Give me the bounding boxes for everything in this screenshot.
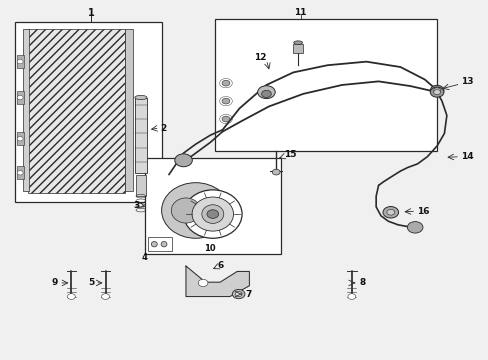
Circle shape [222,80,229,86]
Circle shape [222,98,229,104]
Circle shape [17,136,23,141]
Ellipse shape [161,242,166,247]
Circle shape [433,90,440,95]
Text: 2: 2 [160,123,166,132]
Text: 15: 15 [284,150,296,159]
Circle shape [17,95,23,100]
Text: 14: 14 [461,152,473,161]
Circle shape [261,90,271,98]
Circle shape [429,85,443,95]
Text: 9: 9 [52,278,58,287]
Circle shape [206,210,218,219]
Bar [15,22,161,202]
Ellipse shape [151,242,157,247]
Ellipse shape [161,183,229,238]
Bar [23,30,29,191]
Circle shape [17,171,23,175]
Bar [17,91,23,104]
Circle shape [67,294,75,300]
Circle shape [272,169,280,175]
Bar [136,175,146,196]
Circle shape [232,289,244,299]
Bar [293,44,303,53]
Bar [215,19,436,151]
Ellipse shape [202,205,224,224]
Text: 4: 4 [141,253,147,262]
Circle shape [433,88,440,93]
Text: 1: 1 [87,8,94,18]
Text: 16: 16 [416,207,429,216]
Circle shape [257,86,275,99]
Ellipse shape [135,95,147,100]
Text: 8: 8 [358,278,365,287]
Circle shape [222,116,229,122]
Text: 10: 10 [204,244,216,253]
Bar [17,55,23,68]
Circle shape [429,87,443,97]
Ellipse shape [171,198,200,223]
Circle shape [174,154,192,167]
Circle shape [382,207,398,218]
Circle shape [102,294,109,300]
Circle shape [347,294,355,300]
Ellipse shape [183,190,242,238]
Bar [17,166,23,179]
Circle shape [386,210,394,215]
Bar [148,237,172,251]
Bar [27,30,125,193]
Ellipse shape [293,41,302,44]
Circle shape [235,292,242,297]
Text: 7: 7 [245,289,251,298]
Circle shape [17,59,23,64]
Bar [125,30,133,191]
Bar [144,158,281,253]
Text: 11: 11 [294,8,306,17]
Text: 5: 5 [88,278,94,287]
Ellipse shape [198,279,207,287]
Ellipse shape [192,197,233,231]
Text: 13: 13 [461,77,473,86]
Text: 6: 6 [217,261,224,270]
Polygon shape [185,266,249,297]
Text: 3: 3 [133,201,140,210]
Circle shape [407,222,422,233]
Text: 12: 12 [253,53,266,62]
Bar [17,132,23,145]
Bar [135,98,147,173]
